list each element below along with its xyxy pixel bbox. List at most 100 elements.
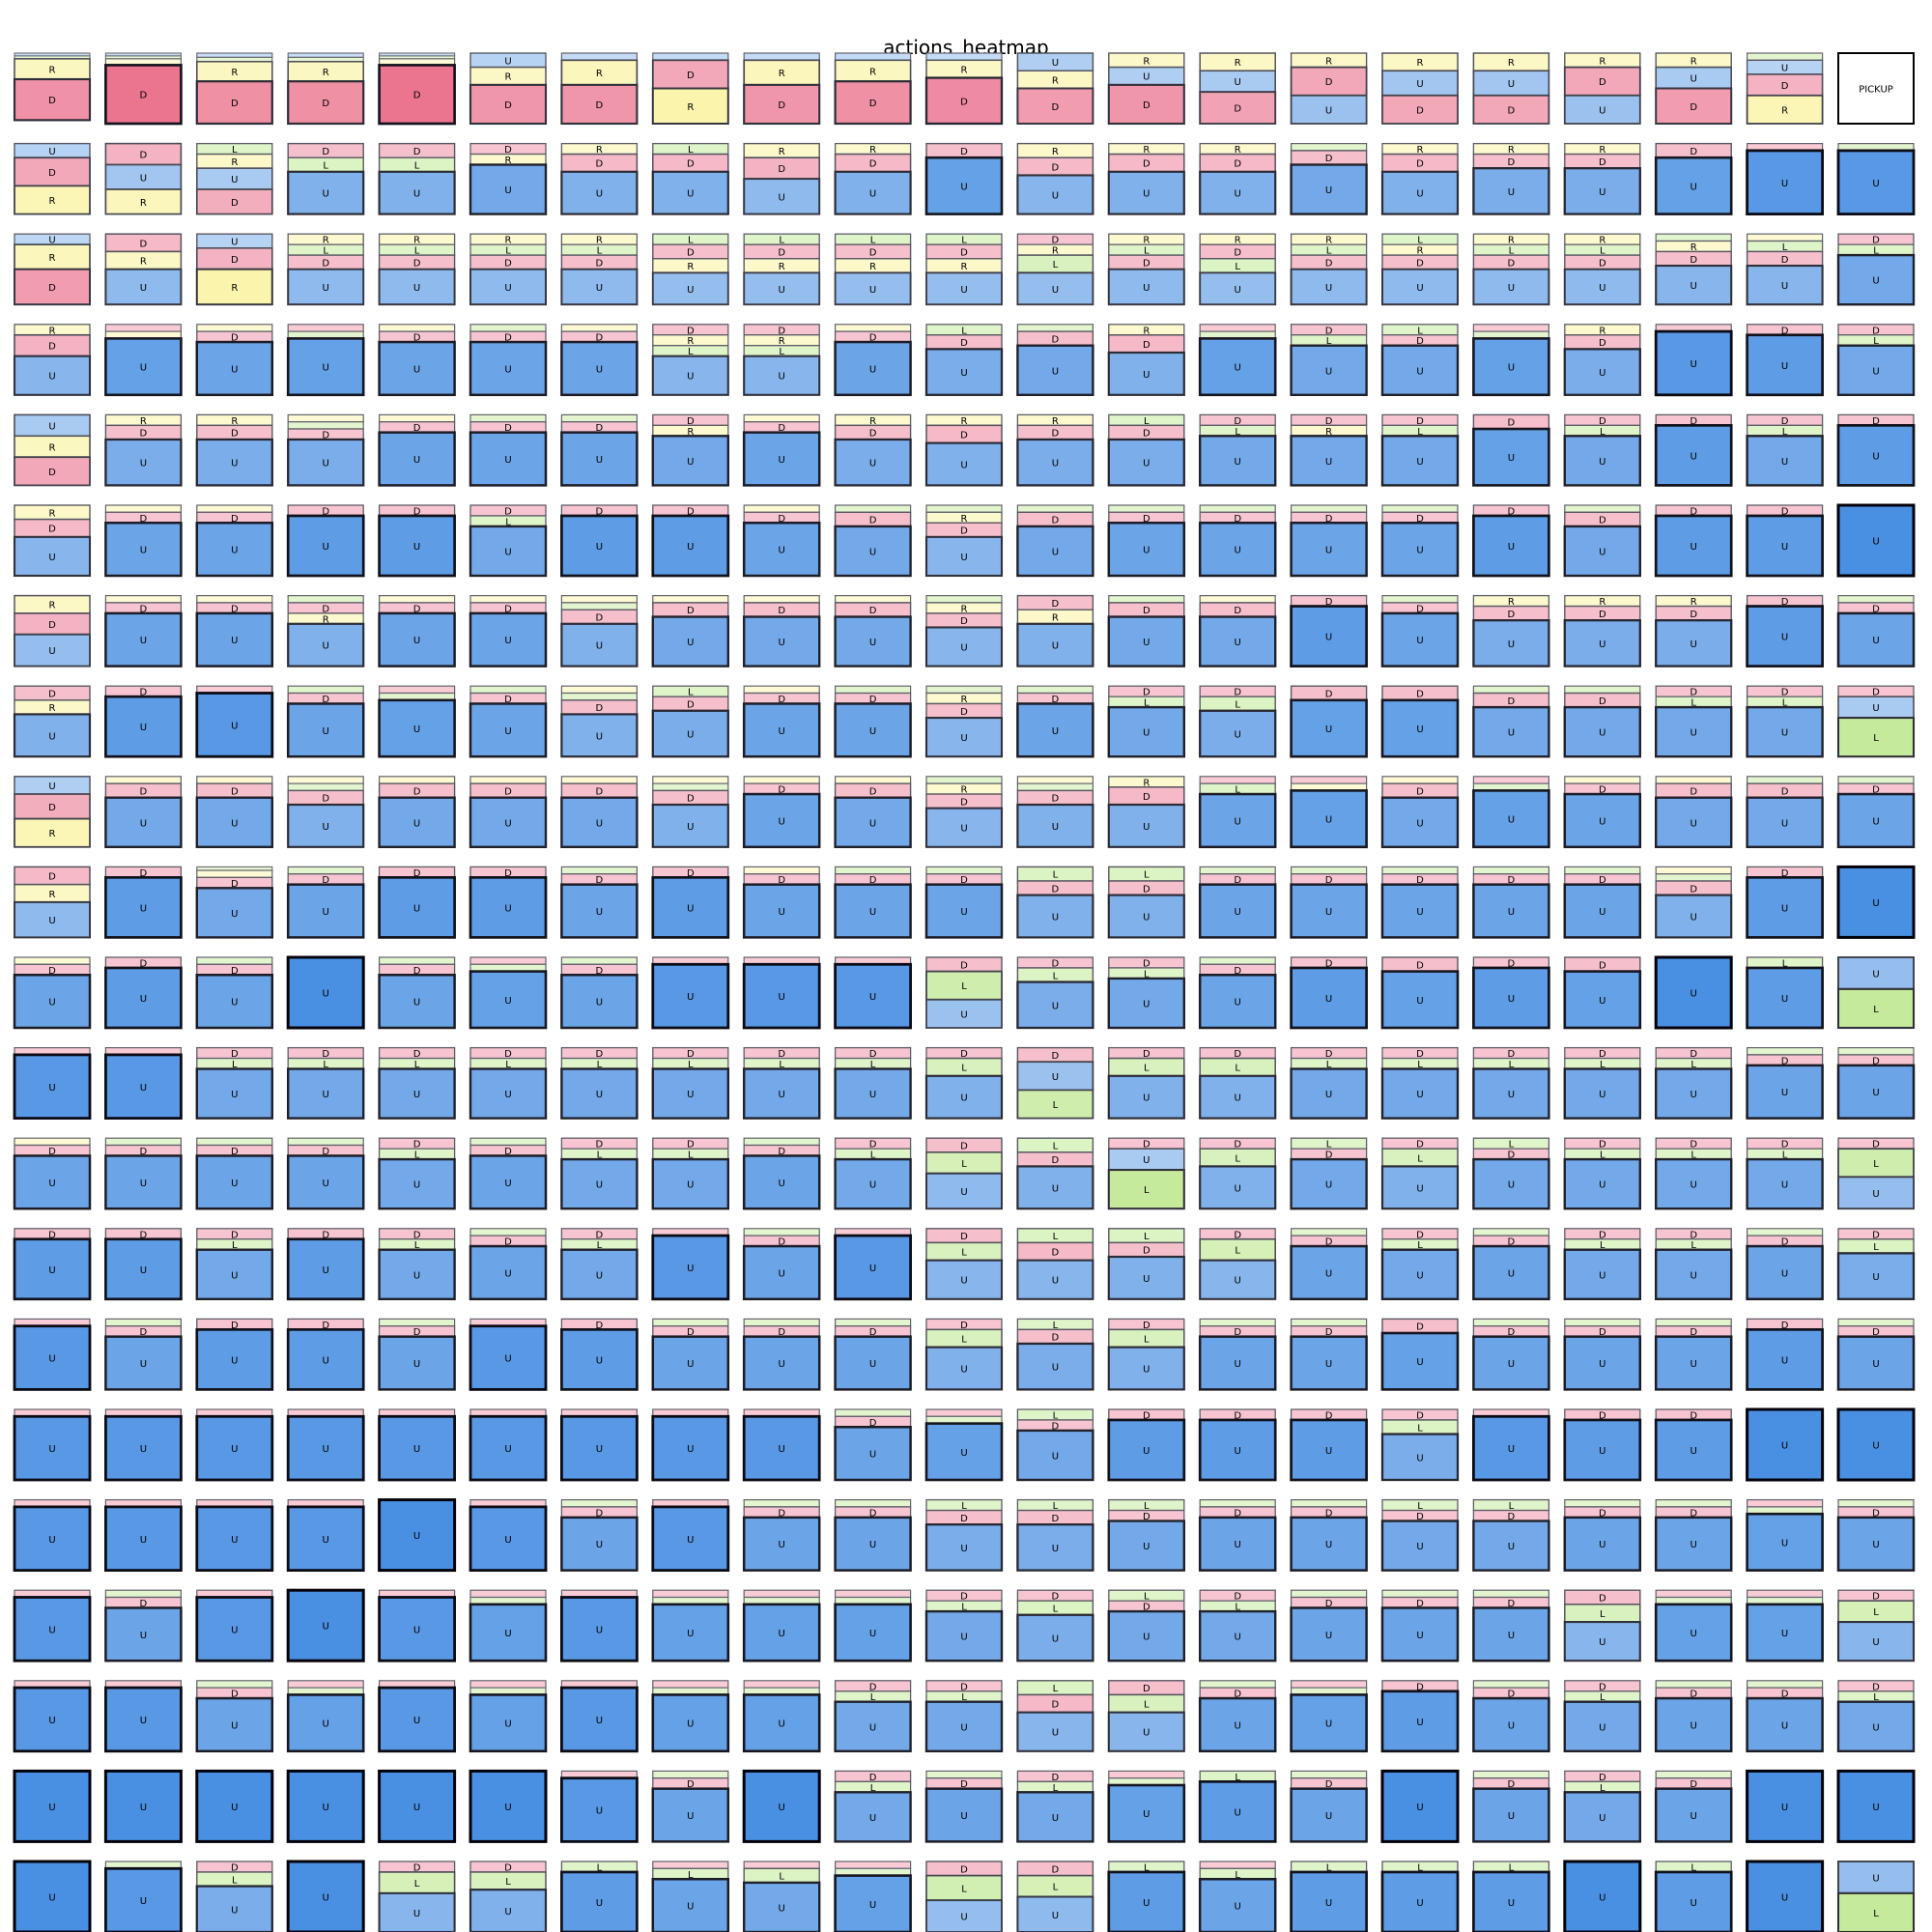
- segment-U: [469, 875, 548, 939]
- segment-label: D: [1052, 1051, 1060, 1062]
- segment-U: [1472, 966, 1550, 1030]
- segment-label: D: [1781, 1690, 1789, 1700]
- segment-label: D: [140, 958, 148, 969]
- segment-L: [1837, 1498, 1915, 1508]
- segment-label: D: [1872, 326, 1880, 336]
- segment-label: U: [1235, 998, 1241, 1009]
- segment-U: [469, 796, 548, 849]
- segment-U: [1016, 271, 1094, 306]
- segment-label: U: [323, 1893, 329, 1904]
- segment-R: [469, 594, 547, 604]
- segment-U: [378, 1248, 456, 1300]
- segment-label: D: [322, 875, 329, 886]
- segment-label: D: [1416, 1512, 1424, 1522]
- segment-label: D: [1325, 416, 1333, 427]
- segment-label: D: [140, 1327, 148, 1338]
- segment-label: U: [1416, 907, 1423, 918]
- segment-U: [469, 340, 548, 397]
- segment-U: [1107, 977, 1186, 1030]
- segment-L: [925, 1874, 1003, 1901]
- segment-U: [1290, 94, 1368, 125]
- segment-label: L: [505, 517, 511, 527]
- segment-label: U: [960, 368, 967, 379]
- segment-label: U: [687, 1444, 694, 1455]
- segment-U: [469, 1414, 548, 1482]
- segment-label: U: [1508, 1180, 1515, 1191]
- segment-label: U: [687, 285, 694, 296]
- segment-label: R: [961, 604, 968, 614]
- segment-label: D: [1872, 1230, 1880, 1240]
- segment-R: [743, 413, 820, 423]
- segment-U: [1198, 883, 1277, 939]
- segment-label: U: [140, 723, 147, 733]
- segment-U: [1016, 438, 1094, 487]
- segment-L: [1290, 1770, 1368, 1779]
- segment-label: D: [778, 1327, 785, 1338]
- segment-label: D: [687, 699, 695, 710]
- segment-label: D: [1143, 1246, 1151, 1257]
- segment-label: D: [1416, 875, 1424, 886]
- segment-label: U: [1143, 459, 1150, 469]
- segment-U: [652, 52, 729, 61]
- segment-label: R: [140, 416, 147, 427]
- segment-label: U: [596, 907, 603, 918]
- segment-L: [1016, 324, 1094, 332]
- segment-label: D: [413, 91, 421, 101]
- segment-label: U: [504, 364, 511, 375]
- segment-U: [195, 611, 274, 668]
- segment-label: D: [322, 506, 329, 517]
- segment-label: U: [1325, 815, 1332, 826]
- segment-R: [834, 594, 912, 604]
- segment-label: D: [1234, 606, 1241, 616]
- segment-label: D: [1234, 1508, 1241, 1519]
- heatmap-cells: RD DRDRDDURDRDDRRDRDRDURDRUDRUDRDURUDRUDR…: [13, 52, 1916, 1932]
- segment-label: U: [323, 283, 329, 294]
- segment-label: U: [504, 903, 511, 914]
- segment-label: U: [1143, 1542, 1150, 1552]
- segment-label: D: [1143, 884, 1151, 895]
- segment-U: [378, 268, 456, 306]
- segment-label: D: [413, 333, 421, 344]
- segment-label: D: [322, 1321, 329, 1331]
- segment-label: U: [1143, 638, 1150, 648]
- segment-label: R: [231, 68, 238, 78]
- segment-label: U: [1508, 283, 1515, 294]
- segment-label: D: [960, 1142, 968, 1152]
- segment-label: U: [1599, 996, 1605, 1007]
- segment-U: [1472, 514, 1550, 578]
- segment-label: U: [1325, 1631, 1332, 1641]
- segment-label: U: [869, 818, 876, 829]
- segment-label: U: [687, 729, 694, 740]
- segment-label: L: [1235, 427, 1240, 438]
- segment-label: U: [1690, 1720, 1697, 1731]
- segment-label: U: [504, 1629, 511, 1639]
- segment-U: [196, 52, 273, 58]
- segment-U: [195, 1505, 274, 1573]
- segment-U: [743, 1067, 821, 1120]
- segment-label: U: [687, 457, 694, 468]
- segment-U: [469, 163, 548, 215]
- segment-label: D: [48, 1147, 56, 1157]
- segment-label: U: [1872, 1359, 1879, 1370]
- segment-U: [651, 875, 730, 939]
- segment-label: U: [960, 643, 967, 654]
- segment-label: U: [687, 1629, 694, 1639]
- segment-label: D: [960, 1049, 968, 1060]
- segment-label: D: [778, 1508, 785, 1519]
- segment-L: [1381, 594, 1459, 604]
- segment-label: U: [960, 182, 967, 192]
- segment-U: [834, 1335, 912, 1391]
- segment-U: [743, 52, 820, 61]
- segment-label: R: [961, 514, 968, 525]
- segment-L: [104, 1137, 183, 1147]
- segment-label: U: [1325, 366, 1332, 377]
- segment-U: [469, 525, 548, 578]
- segment-label: U: [48, 1803, 55, 1813]
- segment-label: U: [413, 542, 420, 553]
- segment-U: [834, 1426, 912, 1482]
- segment-D: [1199, 324, 1276, 332]
- segment-L: [1199, 866, 1276, 875]
- segment-label: L: [1600, 1609, 1605, 1620]
- segment-L: [1290, 1318, 1368, 1327]
- segment-U: [104, 268, 183, 306]
